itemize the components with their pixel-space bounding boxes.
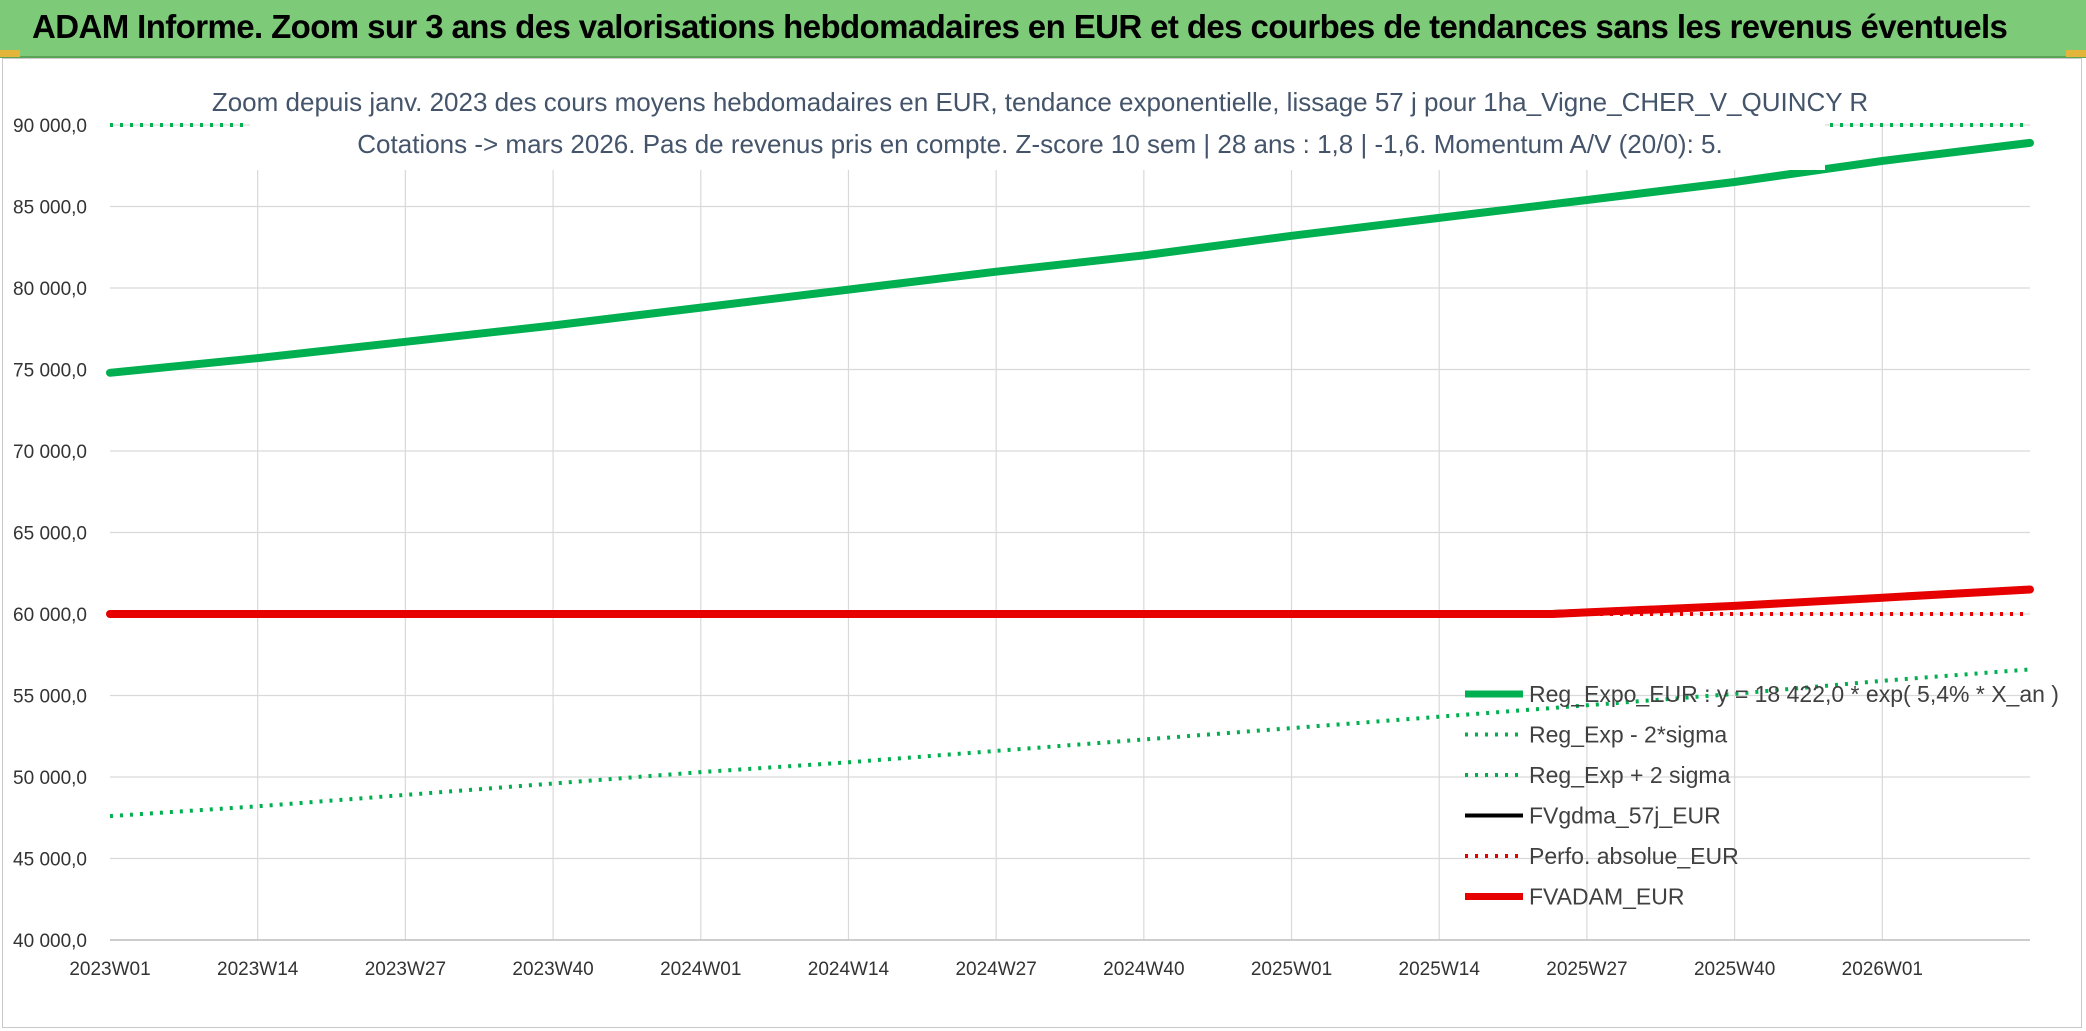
x-tick-label: 2023W14 <box>217 959 299 980</box>
chart-title: Zoom depuis janv. 2023 des cours moyens … <box>212 87 1868 117</box>
legend-label: Reg_Expo_EUR : y = 18 422,0 * exp( 5,4% … <box>1529 681 2059 707</box>
y-tick-label: 90 000,0 <box>13 116 87 137</box>
y-axis: 40 000,0 45 000,0 50 000,0 55 000,0 60 000,0… <box>13 116 87 952</box>
x-tick-label: 2023W01 <box>69 959 150 980</box>
legend-label: FVgdma_57j_EUR <box>1529 803 1721 829</box>
legend: Reg_Expo_EUR : y = 18 422,0 * exp( 5,4% … <box>1465 681 2059 910</box>
series-line <box>106 138 2034 377</box>
y-tick-label: 65 000,0 <box>13 524 87 545</box>
y-tick-label: 80 000,0 <box>13 279 87 300</box>
report-title: ADAM Informe. Zoom sur 3 ans des valoris… <box>32 8 2008 45</box>
legend-label: Perfo. absolue_EUR <box>1529 843 1739 869</box>
x-tick-label: 2024W14 <box>808 959 890 980</box>
x-tick-label: 2023W40 <box>512 959 593 980</box>
y-tick-label: 75 000,0 <box>13 361 87 382</box>
corner-marker-left <box>0 50 20 57</box>
y-tick-label: 55 000,0 <box>13 687 87 708</box>
y-tick-label: 50 000,0 <box>13 768 87 789</box>
legend-label: Reg_Exp + 2 sigma <box>1529 762 1731 788</box>
series-lines <box>106 123 2034 819</box>
gridlines <box>110 124 2030 941</box>
chart-subtitle: Cotations -> mars 2026. Pas de revenus p… <box>357 129 1722 159</box>
legend-label: FVADAM_EUR <box>1529 884 1685 910</box>
x-tick-label: 2026W01 <box>1842 959 1923 980</box>
y-tick-label: 70 000,0 <box>13 442 87 463</box>
y-tick-label: 40 000,0 <box>13 931 87 952</box>
series-line <box>109 667 2031 819</box>
chart-frame <box>2 58 2082 1028</box>
x-tick-label: 2024W27 <box>955 959 1036 980</box>
header-banner: ADAM Informe. Zoom sur 3 ans des valoris… <box>0 0 2086 58</box>
legend-label: Reg_Exp - 2*sigma <box>1529 722 1727 748</box>
series-line <box>106 585 2034 618</box>
x-tick-label: 2025W40 <box>1694 959 1775 980</box>
y-tick-label: 60 000,0 <box>13 605 87 626</box>
x-tick-label: 2024W40 <box>1103 959 1184 980</box>
x-axis: 2023W01 2023W14 2023W27 2023W40 2024W01 2024W… <box>69 939 2030 980</box>
x-tick-label: 2023W27 <box>365 959 446 980</box>
x-tick-label: 2025W14 <box>1399 959 1481 980</box>
x-tick-label: 2025W01 <box>1251 959 1332 980</box>
x-tick-label: 2025W27 <box>1546 959 1627 980</box>
corner-marker-right <box>2066 50 2086 57</box>
y-tick-label: 85 000,0 <box>13 198 87 219</box>
y-tick-label: 45 000,0 <box>13 850 87 871</box>
title-background <box>250 78 1825 170</box>
x-tick-label: 2024W01 <box>660 959 741 980</box>
